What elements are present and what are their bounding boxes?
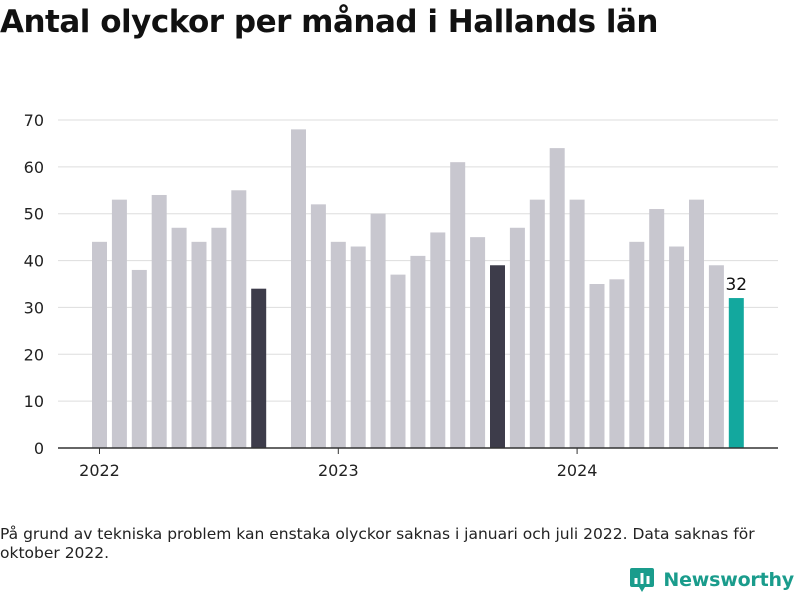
bar-2022-04 [151, 194, 167, 448]
bar-2023-02 [350, 246, 366, 448]
chart-title: Antal olyckor per månad i Hallands län [0, 4, 658, 40]
bar-2023-06 [430, 232, 446, 448]
bar-chart: 0 10 20 30 40 50 60 70 32 2022 2023 2024 [24, 111, 778, 480]
bar-2024-03 [609, 279, 625, 448]
bar-2022-06 [191, 241, 207, 448]
brand-name: Newsworthy [663, 569, 794, 591]
bar-2023-11 [529, 199, 545, 448]
y-tick-label: 50 [24, 205, 44, 224]
bar-2022-02 [111, 199, 127, 448]
bar-2024-04 [629, 241, 645, 448]
bar-2022-05 [171, 227, 187, 448]
data-label-2024-09: 32 [725, 275, 747, 295]
bars [92, 129, 744, 448]
bar-2024-01 [569, 199, 585, 448]
bar-2024-06 [669, 246, 685, 448]
bar-2024-09 [728, 298, 744, 448]
bar-2024-07 [689, 199, 704, 448]
y-tick-label: 0 [34, 439, 44, 458]
bar-2023-10 [509, 227, 525, 448]
bar-2022-01 [92, 241, 107, 448]
footnote: På grund av tekniska problem kan enstaka… [0, 525, 755, 562]
bar-2024-08 [708, 265, 724, 448]
bar-2023-08 [470, 237, 486, 448]
bar-chart-badge-icon [630, 568, 655, 592]
bar-2023-03 [370, 213, 386, 448]
bar-2023-05 [410, 255, 426, 448]
y-tick-label: 20 [24, 345, 44, 364]
x-tick-label-2023: 2023 [318, 461, 359, 480]
y-tick-label: 30 [24, 298, 44, 317]
x-tick-label-2022: 2022 [79, 461, 120, 480]
y-tick-label: 70 [24, 111, 44, 130]
bar-2022-08 [231, 190, 247, 448]
bar-2023-09 [490, 265, 505, 448]
x-axis-ticks: 2022 2023 2024 [79, 448, 597, 480]
bar-2022-11 [291, 129, 306, 448]
bar-2023-04 [390, 274, 406, 448]
bar-2022-09 [251, 288, 267, 448]
bar-2022-12 [310, 204, 326, 448]
bar-2024-02 [589, 284, 605, 448]
y-axis-ticks: 0 10 20 30 40 50 60 70 [24, 111, 44, 458]
bar-2024-05 [649, 209, 665, 448]
y-tick-label: 60 [24, 158, 44, 177]
bar-2023-01 [330, 241, 346, 448]
bar-2023-07 [450, 162, 466, 448]
bar-2023-12 [549, 148, 565, 448]
brand-logo: Newsworthy [629, 566, 794, 594]
data-labels: 32 [725, 275, 747, 295]
y-tick-label: 10 [24, 392, 44, 411]
x-tick-label-2024: 2024 [557, 461, 598, 480]
bar-2022-07 [211, 227, 227, 448]
y-tick-label: 40 [24, 252, 44, 271]
bar-2022-03 [131, 269, 147, 448]
